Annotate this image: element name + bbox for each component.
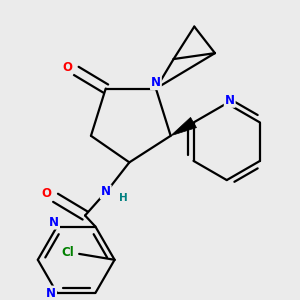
Polygon shape bbox=[171, 117, 196, 136]
Text: N: N bbox=[101, 185, 111, 198]
Text: N: N bbox=[151, 76, 161, 89]
Text: N: N bbox=[49, 216, 59, 229]
Text: N: N bbox=[46, 286, 56, 299]
Text: Cl: Cl bbox=[61, 246, 74, 259]
Text: O: O bbox=[62, 61, 72, 74]
Text: N: N bbox=[225, 94, 235, 107]
Text: O: O bbox=[42, 187, 52, 200]
Text: H: H bbox=[119, 193, 128, 203]
